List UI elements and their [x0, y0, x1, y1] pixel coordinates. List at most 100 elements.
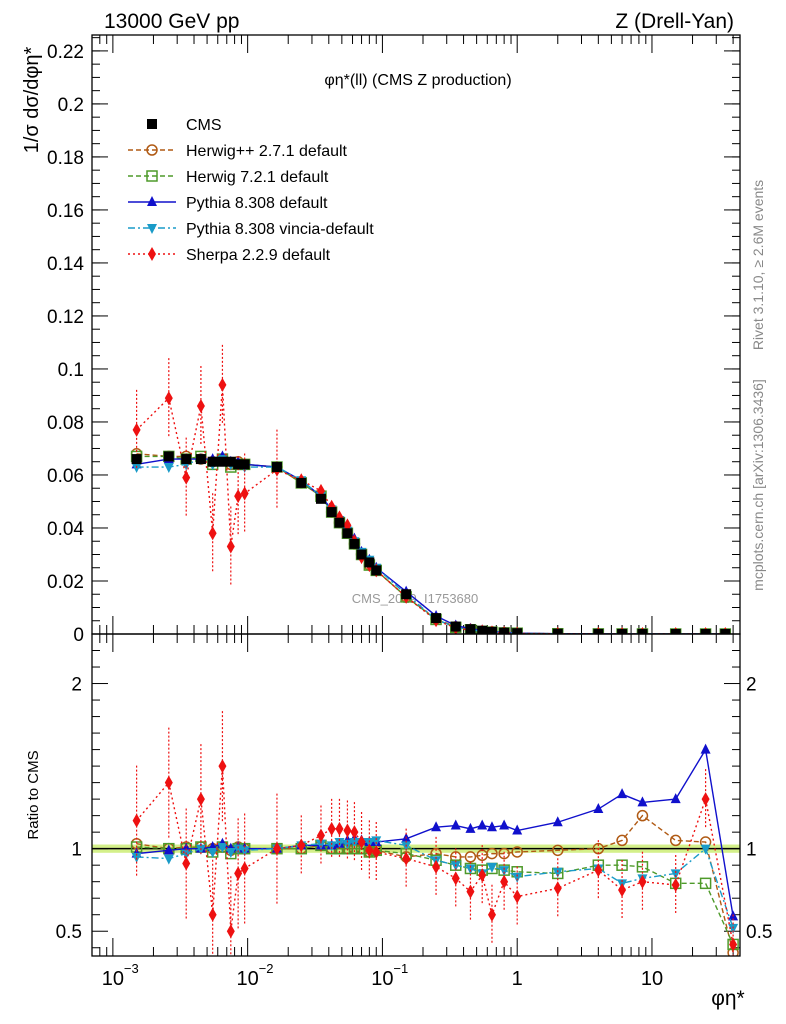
ratio-data-point — [132, 813, 141, 828]
ratio-data-point — [486, 862, 497, 873]
ratio-data-point — [486, 821, 497, 832]
cms-data-point — [450, 621, 461, 632]
ratio-data-point — [234, 866, 243, 881]
ratio-data-point — [465, 822, 476, 833]
ratio-data-point — [499, 819, 510, 830]
cms-data-point — [364, 557, 375, 568]
cms-data-point — [296, 477, 307, 488]
main-data-point — [163, 463, 174, 474]
main-y-tick-label: 0.04 — [47, 519, 84, 540]
main-data-point — [132, 422, 141, 437]
ratio-y-tick-label-right: 0.5 — [746, 922, 772, 943]
ratio-data-point — [512, 824, 523, 835]
ratio-data-point — [617, 788, 628, 799]
ratio-data-point — [466, 884, 475, 899]
ratio-data-point — [164, 775, 173, 790]
cms-data-point — [207, 456, 218, 467]
main-y-tick-label: 0.14 — [47, 254, 84, 275]
cms-data-point — [486, 626, 497, 634]
cms-data-point — [356, 549, 367, 560]
ratio-data-point — [671, 877, 680, 892]
x-tick-exponent: −1 — [393, 961, 408, 976]
ratio-data-point — [728, 923, 739, 934]
x-tick-label: 1 — [512, 968, 523, 990]
main-y-tick-label: 0 — [73, 625, 84, 646]
ratio-data-point — [699, 877, 712, 890]
ratio-data-point — [343, 823, 352, 838]
cms-data-point — [720, 628, 731, 634]
cms-data-point — [334, 517, 345, 528]
cms-data-point — [465, 624, 476, 634]
main-y-tick-label: 0.2 — [58, 95, 84, 116]
ratio-y-tick-label: 0.5 — [56, 922, 82, 943]
ratio-data-point — [350, 825, 359, 840]
ratio-data-point — [371, 836, 382, 847]
x-tick-label: 10 — [371, 968, 393, 990]
main-series-line — [136, 455, 726, 634]
main-y-tick-label: 0.1 — [58, 360, 84, 381]
ratio-data-point — [372, 844, 381, 859]
ratio-data-point — [365, 843, 374, 858]
ratio-data-point — [477, 819, 488, 830]
x-tick-exponent: −3 — [124, 961, 139, 976]
ratio-data-point — [729, 937, 738, 952]
tick-labels: 0 0.02 0.04 0.06 0.08 0.1 0.12 0.14 0.16 0.18 0.2 0… — [47, 42, 772, 990]
ratio-data-point — [500, 874, 509, 889]
mcplots-reference-note: mcplots.cern.ch [arXiv:1306.3436] — [750, 379, 766, 591]
main-data-point — [240, 486, 249, 501]
ratio-data-point — [432, 859, 441, 874]
ratio-data-point — [669, 834, 682, 847]
main-y-tick-label: 0.02 — [47, 572, 84, 593]
main-y-axis-label: 1/σ dσ/dφη* — [21, 46, 43, 153]
ratio-data-point — [552, 867, 563, 878]
legend-label: CMS — [186, 117, 222, 134]
ratio-data-point — [594, 863, 603, 878]
ratio-data-point — [225, 847, 236, 858]
ratio-y-tick-label: 1 — [71, 840, 82, 861]
main-y-tick-label: 0.08 — [47, 413, 84, 434]
cms-data-point — [233, 459, 244, 470]
ratio-data-point — [357, 835, 366, 850]
ratio-data-point — [478, 868, 487, 883]
cms-data-point — [195, 454, 206, 465]
rivet-version-note: Rivet 3.1.10, ≥ 2.6M events — [750, 180, 766, 350]
ratio-data-point — [636, 809, 649, 822]
main-series-line — [136, 458, 726, 634]
ratio-data-point — [637, 796, 648, 807]
main-data-point — [164, 391, 173, 406]
ratio-y-tick-label: 2 — [71, 675, 82, 696]
ratio-data-point — [487, 907, 496, 922]
ratio-data-point — [315, 839, 326, 850]
legend-label: Herwig++ 2.7.1 default — [186, 143, 348, 160]
x-tick-label: 10 — [237, 968, 259, 990]
main-series-line — [136, 455, 726, 634]
ratio-data-point — [326, 841, 337, 852]
x-tick-label: 10 — [641, 968, 663, 990]
x-axis-label: φη* — [711, 987, 744, 1010]
ratio-data-point — [553, 881, 562, 896]
ratio-data-point — [465, 864, 476, 875]
ratio-data-point — [217, 843, 228, 854]
legend-marker — [146, 170, 158, 182]
main-data-point — [182, 470, 191, 485]
main-panel-data — [130, 344, 732, 634]
ratio-data-point — [512, 872, 523, 883]
ratio-data-point — [450, 819, 461, 830]
main-data-point — [218, 377, 227, 392]
legend-label: Herwig 7.2.1 default — [186, 169, 329, 186]
header-left-text: 13000 GeV pp — [104, 10, 239, 33]
cms-data-point — [181, 454, 192, 465]
cms-data-point — [217, 456, 228, 467]
ratio-panel-frame — [91, 633, 741, 957]
ratio-data-point — [670, 793, 681, 804]
cms-data-point — [342, 528, 353, 539]
ratio-data-point — [499, 866, 510, 877]
cms-data-point — [326, 507, 337, 518]
ratio-data-point — [272, 841, 281, 856]
ratio-data-point — [618, 882, 627, 897]
ratio-y-axis-label: Ratio to CMS — [25, 750, 42, 839]
ratio-data-point — [552, 844, 564, 857]
cms-data-point — [371, 565, 382, 576]
cms-data-point — [670, 628, 681, 634]
